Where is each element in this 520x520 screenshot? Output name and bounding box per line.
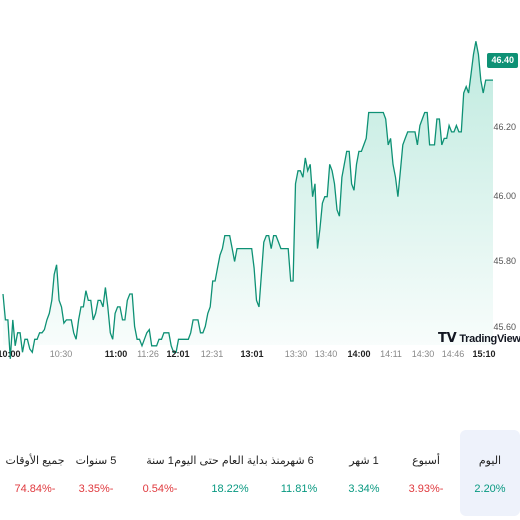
period-change-value: 0.54%- [142,483,178,495]
period-change-value: 2.20% [474,483,506,495]
x-axis-tick-label: 14:30 [411,349,435,359]
period-change-value: 74.84%- [14,483,56,495]
x-axis-tick-label: 13:40 [314,349,338,359]
period-change-value: 3.35%- [78,483,114,495]
period-label: أسبوع [412,455,440,467]
tradingview-logo[interactable]: TV TradingView [438,331,520,346]
x-axis-tick-label: 14:11 [380,349,402,359]
period-label: 6 شهر [284,455,314,467]
price-area-fill [3,41,493,359]
x-axis-tick-label: 11:00 [104,349,128,359]
tradingview-logo-text: TradingView [459,332,520,345]
x-axis-tick-label: 14:00 [347,349,371,359]
x-axis-tick-label: 10:30 [49,349,73,359]
x-axis-tick-label: 14:46 [441,349,465,359]
period-tab[interactable]: جميع الأوقات 74.84%- [5,430,65,516]
price-chart-svg[interactable] [0,0,520,380]
x-axis-tick-label: 10:00 [0,349,21,359]
y-axis-tick-label: 45.80 [493,256,516,266]
period-tab[interactable]: اليوم 2.20% [460,430,520,516]
period-tab[interactable]: 1 سنة 0.54%- [130,430,190,516]
period-label: اليوم [478,455,502,467]
current-price-badge: 46.40 [487,53,518,68]
period-change-value: 11.81% [280,483,318,495]
y-axis-tick-label: 46.00 [493,191,516,201]
period-label: 5 سنوات [75,455,117,467]
period-change-value: 3.34% [348,483,380,495]
period-tab[interactable]: 6 شهر 11.81% [269,430,329,516]
period-change-value: 3.93%- [408,483,444,495]
period-tab[interactable]: 5 سنوات 3.35%- [66,430,126,516]
period-label: منذ بداية العام حتى اليوم [174,455,286,467]
x-axis-tick-label: 12:31 [200,349,224,359]
tradingview-logo-icon: TV [438,331,457,346]
period-tab[interactable]: أسبوع 3.93%- [396,430,456,516]
x-axis-tick-label: 12:01 [166,349,190,359]
y-axis-tick-label: 45.60 [493,322,516,332]
x-axis-tick-label: 13:01 [240,349,264,359]
period-tab[interactable]: منذ بداية العام حتى اليوم 18.22% [170,430,290,516]
x-axis-tick-label: 15:10 [472,349,496,359]
period-label: 1 سنة [146,455,174,467]
period-tab[interactable]: 1 شهر 3.34% [334,430,394,516]
price-series-line [2,41,493,359]
x-axis-tick-label: 13:30 [284,349,308,359]
performance-periods: اليوم 2.20% أسبوع 3.93%- 1 شهر 3.34% 6 شهر 11.8… [0,430,520,518]
period-label: 1 شهر [349,455,379,467]
y-axis-tick-label: 46.20 [493,122,516,132]
price-chart[interactable]: 46.20 46.00 45.80 45.60 46.40 TV TradingVie… [0,0,520,380]
period-change-value: 18.22% [211,483,249,495]
x-axis-tick-label: 11:26 [137,349,159,359]
period-label: جميع الأوقات [5,455,65,467]
